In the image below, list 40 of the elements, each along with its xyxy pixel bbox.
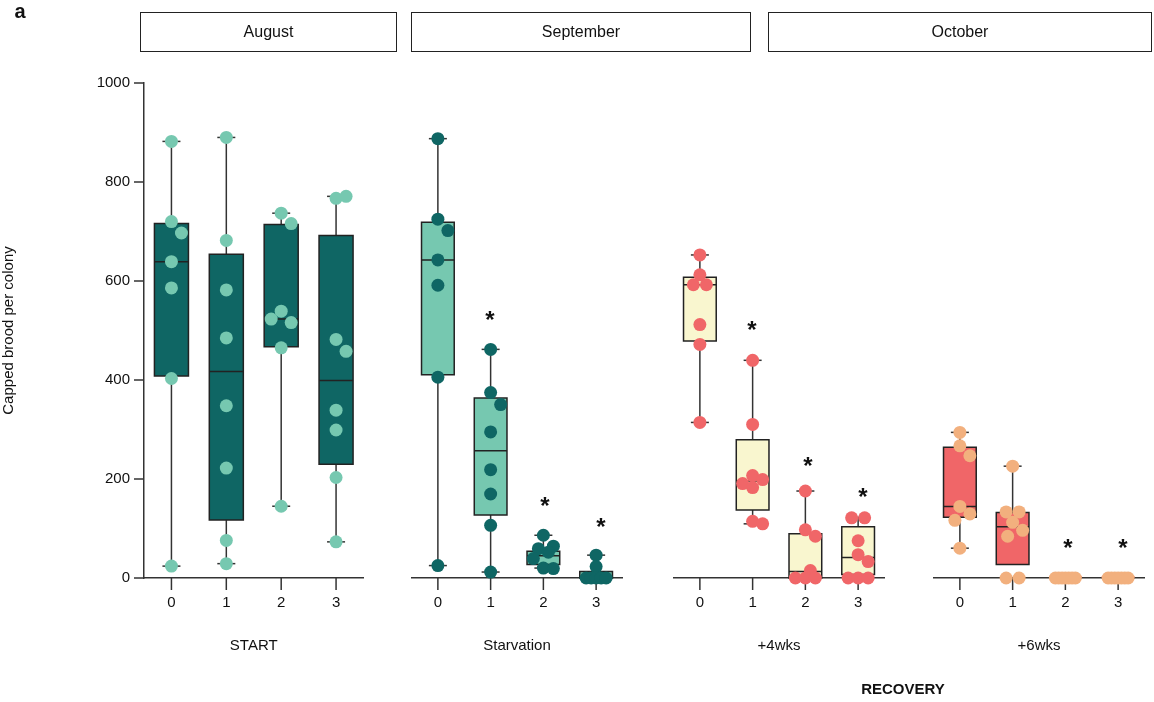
y-tick-label: 800 (104, 172, 130, 190)
y-tick-label: 600 (104, 271, 130, 289)
x-tick-label: 0 (695, 593, 705, 611)
y-tick-label: 1000 (96, 73, 130, 91)
annotation: * (858, 483, 868, 511)
x-tick-label: 1 (748, 593, 757, 611)
annotation: * (803, 452, 813, 480)
chart-title: August (140, 12, 397, 52)
text: RECOVERY (861, 680, 945, 697)
chart-title: September (411, 12, 751, 52)
annotation: * (747, 316, 757, 344)
x-tick-label: 1 (486, 593, 495, 611)
y-tick-label: 0 (121, 568, 130, 586)
x-axis-title: +4wks (757, 636, 801, 654)
annotation: * (485, 306, 495, 334)
x-tick-label: 0 (167, 593, 176, 611)
text: a (14, 0, 26, 23)
x-tick-label: 2 (539, 593, 548, 611)
y-axis-title: Capped brood per colony (0, 245, 17, 415)
chart-title: October (768, 12, 1152, 52)
y-tick-label: 400 (104, 370, 130, 388)
y-tick-label: 200 (104, 469, 130, 487)
x-tick-label: 2 (801, 593, 810, 611)
annotation: * (1118, 534, 1128, 562)
x-tick-label: 3 (591, 593, 601, 611)
x-tick-label: 3 (1113, 593, 1123, 611)
x-tick-label: 2 (277, 593, 286, 611)
annotation: * (540, 492, 550, 520)
x-tick-label: 0 (955, 593, 965, 611)
annotation: * (1063, 534, 1073, 562)
annotation: * (596, 513, 606, 541)
x-tick-label: 1 (1008, 593, 1017, 611)
x-tick-label: 1 (222, 593, 231, 611)
x-axis-title: Starvation (483, 636, 551, 654)
x-tick-label: 0 (433, 593, 443, 611)
x-tick-label: 2 (1061, 593, 1070, 611)
x-tick-label: 3 (853, 593, 863, 611)
x-axis-title: START (229, 636, 278, 654)
x-tick-label: 3 (331, 593, 341, 611)
x-axis-title: +6wks (1017, 636, 1061, 654)
